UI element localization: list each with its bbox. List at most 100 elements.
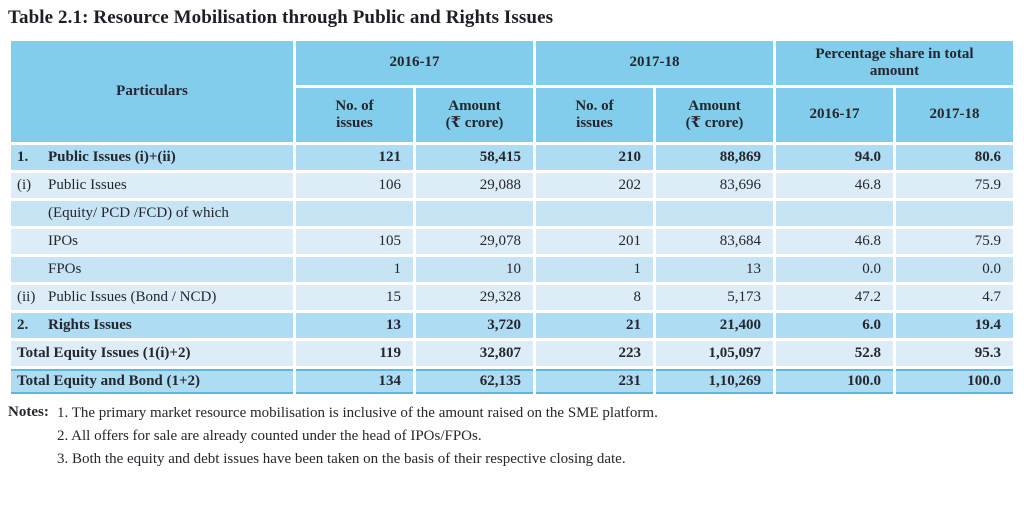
- value-cell: 223: [536, 341, 653, 366]
- table-row-fpos: FPOs 1 10 1 13 0.0 0.0: [11, 257, 1013, 282]
- col-header-amount-2016-17: Amount (₹ crore): [416, 88, 533, 142]
- value-cell: 8: [536, 285, 653, 310]
- value-cell: 47.2: [776, 285, 893, 310]
- value-cell: 5,173: [656, 285, 773, 310]
- table-row-total-equity-and-bond: Total Equity and Bond (1+2) 134 62,135 2…: [11, 369, 1013, 395]
- page-title: Table 2.1: Resource Mobilisation through…: [8, 7, 554, 28]
- notes-list: 1. The primary market resource mobilisat…: [57, 404, 658, 468]
- row-label: Total Equity Issues (1(i)+2): [17, 344, 191, 361]
- value-cell: 1: [536, 257, 653, 282]
- value-cell: 202: [536, 173, 653, 198]
- value-cell: 210: [536, 145, 653, 170]
- note-line-1: 1. The primary market resource mobilisat…: [57, 405, 658, 422]
- row-number: (ii): [17, 288, 36, 305]
- value-cell: 83,696: [656, 173, 773, 198]
- value-cell: 0.0: [776, 257, 893, 282]
- table-row-public-issues-bond-ncd: (ii) Public Issues (Bond / NCD) 15 29,328…: [11, 285, 1013, 310]
- value-cell: 1,10,269: [656, 369, 773, 395]
- value-cell: 94.0: [776, 145, 893, 170]
- value-cell: 29,088: [416, 173, 533, 198]
- row-label: Public Issues: [48, 176, 127, 193]
- row-label: Public Issues (Bond / NCD): [48, 288, 217, 305]
- value-cell: 95.3: [896, 341, 1013, 366]
- table-row-public-issues-total: 1. Public Issues (i)+(ii) 121 58,415 210 …: [11, 145, 1013, 170]
- value-cell: 52.8: [776, 341, 893, 366]
- value-cell: [416, 201, 533, 226]
- value-cell: 80.6: [896, 145, 1013, 170]
- value-cell: 15: [296, 285, 413, 310]
- value-cell: 29,078: [416, 229, 533, 254]
- value-cell: [536, 201, 653, 226]
- value-cell: 119: [296, 341, 413, 366]
- col-header-no-of-issues-2016-17: No. of issues: [296, 88, 413, 142]
- value-cell: [896, 201, 1013, 226]
- value-cell: 121: [296, 145, 413, 170]
- table-header-group-row: Particulars 2016-17 2017-18 Percentage s…: [11, 41, 1013, 142]
- value-cell: 32,807: [416, 341, 533, 366]
- particulars-cell: Total Equity Issues (1(i)+2): [11, 341, 293, 366]
- table-row-rights-issues: 2. Rights Issues 13 3,720 21 21,400 6.0 1…: [11, 313, 1013, 338]
- particulars-cell: (ii) Public Issues (Bond / NCD): [11, 285, 293, 310]
- col-header-amount-2017-18: Amount (₹ crore): [656, 88, 773, 142]
- note-line-2: 2. All offers for sale are already count…: [57, 428, 482, 445]
- table-header-sub-row: No. of issues Amount (₹ crore) No. of is…: [11, 88, 1013, 142]
- col-header-particulars: Particulars: [11, 41, 293, 142]
- resource-mobilisation-table-wrap: Particulars 2016-17 2017-18 Percentage s…: [8, 38, 1016, 398]
- value-cell: 3,720: [416, 313, 533, 338]
- particulars-cell: Total Equity and Bond (1+2): [11, 369, 293, 395]
- value-cell: 6.0: [776, 313, 893, 338]
- particulars-cell: (i) Public Issues: [11, 173, 293, 198]
- value-cell: 231: [536, 369, 653, 395]
- value-cell: 4.7: [896, 285, 1013, 310]
- value-cell: 0.0: [896, 257, 1013, 282]
- value-cell: 19.4: [896, 313, 1013, 338]
- value-cell: 21,400: [656, 313, 773, 338]
- note-line-3: 3. Both the equity and debt issues have …: [57, 451, 626, 468]
- value-cell: 100.0: [896, 369, 1013, 395]
- value-cell: 21: [536, 313, 653, 338]
- row-label: Total Equity and Bond (1+2): [17, 373, 201, 389]
- col-group-2016-17: 2016-17: [296, 41, 533, 85]
- table-row-public-issues-equity: (i) Public Issues 106 29,088 202 83,696 4…: [11, 173, 1013, 198]
- value-cell: 75.9: [896, 229, 1013, 254]
- row-label: IPOs: [48, 232, 79, 249]
- col-group-percentage-share: Percentage share in total amount: [776, 41, 1013, 85]
- value-cell: 83,684: [656, 229, 773, 254]
- row-number: 1.: [17, 148, 29, 165]
- notes-section: Notes: 1. The primary market resource mo…: [8, 404, 1016, 468]
- value-cell: 201: [536, 229, 653, 254]
- particulars-cell: (Equity/ PCD /FCD) of which: [11, 201, 293, 226]
- row-number: (i): [17, 176, 32, 193]
- col-header-no-of-issues-2017-18: No. of issues: [536, 88, 653, 142]
- particulars-cell: FPOs: [11, 257, 293, 282]
- col-header-pct-2016-17: 2016-17: [776, 88, 893, 142]
- value-cell: 13: [296, 313, 413, 338]
- particulars-cell: IPOs: [11, 229, 293, 254]
- value-cell: 62,135: [416, 369, 533, 395]
- value-cell: 105: [296, 229, 413, 254]
- row-label: Rights Issues: [48, 316, 132, 333]
- value-cell: 100.0: [776, 369, 893, 395]
- particulars-cell: 2. Rights Issues: [11, 313, 293, 338]
- value-cell: [656, 201, 773, 226]
- value-cell: 13: [656, 257, 773, 282]
- value-cell: 46.8: [776, 173, 893, 198]
- value-cell: 58,415: [416, 145, 533, 170]
- value-cell: 106: [296, 173, 413, 198]
- value-cell: 29,328: [416, 285, 533, 310]
- col-header-pct-2017-18: 2017-18: [896, 88, 1013, 142]
- col-group-2017-18: 2017-18: [536, 41, 773, 85]
- row-label: Public Issues (i)+(ii): [48, 148, 176, 165]
- particulars-cell: 1. Public Issues (i)+(ii): [11, 145, 293, 170]
- value-cell: 75.9: [896, 173, 1013, 198]
- resource-mobilisation-table: Particulars 2016-17 2017-18 Percentage s…: [8, 38, 1016, 398]
- row-label: FPOs: [48, 260, 82, 277]
- row-label: (Equity/ PCD /FCD) of which: [48, 204, 229, 221]
- row-number: 2.: [17, 316, 29, 333]
- value-cell: 10: [416, 257, 533, 282]
- table-row-equity-pcd-fcd: (Equity/ PCD /FCD) of which: [11, 201, 1013, 226]
- value-cell: 88,869: [656, 145, 773, 170]
- notes-label: Notes:: [8, 404, 49, 421]
- value-cell: 46.8: [776, 229, 893, 254]
- value-cell: [296, 201, 413, 226]
